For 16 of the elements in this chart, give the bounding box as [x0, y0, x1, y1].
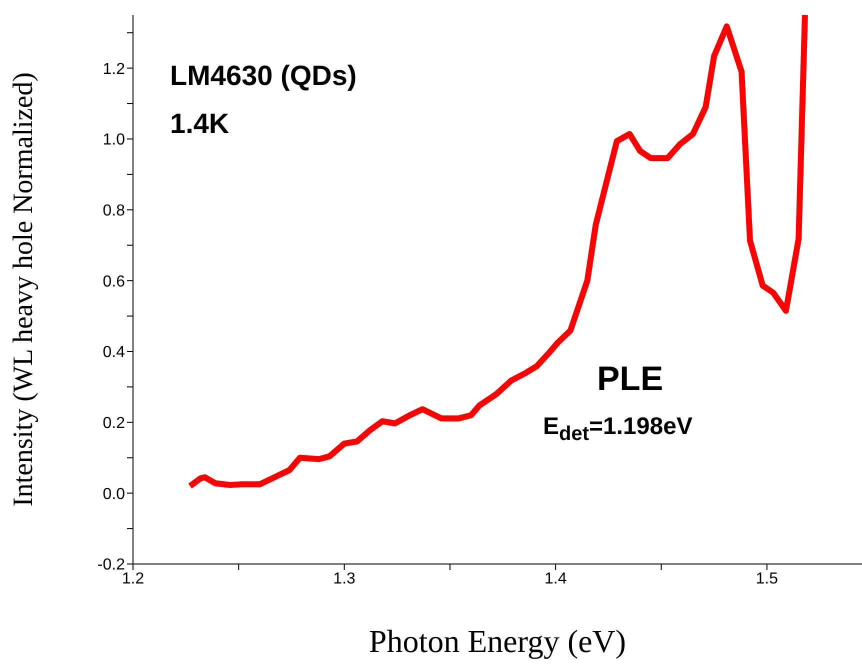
annotation: PLE [597, 360, 664, 398]
x-tick-label: 1.4 [544, 570, 567, 588]
x-tick-label: 1.5 [756, 570, 778, 588]
annotation: LM4630 (QDs) [170, 60, 357, 91]
y-tick-label: 0.4 [102, 344, 126, 362]
y-tick-label: 0.8 [102, 202, 126, 220]
y-tick-label: 1.2 [102, 60, 126, 78]
y-axis-title: Intensity (WL heavy hole Normalized) [8, 72, 39, 507]
annotation: E$_{det}$=1.198eV [543, 413, 692, 445]
y-tick-label: 0.6 [102, 273, 126, 290]
annotation: 1.4K [170, 108, 230, 139]
y-tick-label: 0.0 [102, 486, 126, 503]
x-axis-title: Photon Energy (eV) [368, 623, 626, 659]
x-tick-label: 1.3 [333, 570, 356, 588]
y-tick-label: 1.0 [102, 132, 126, 149]
y-tick-label: 0.2 [102, 415, 126, 432]
